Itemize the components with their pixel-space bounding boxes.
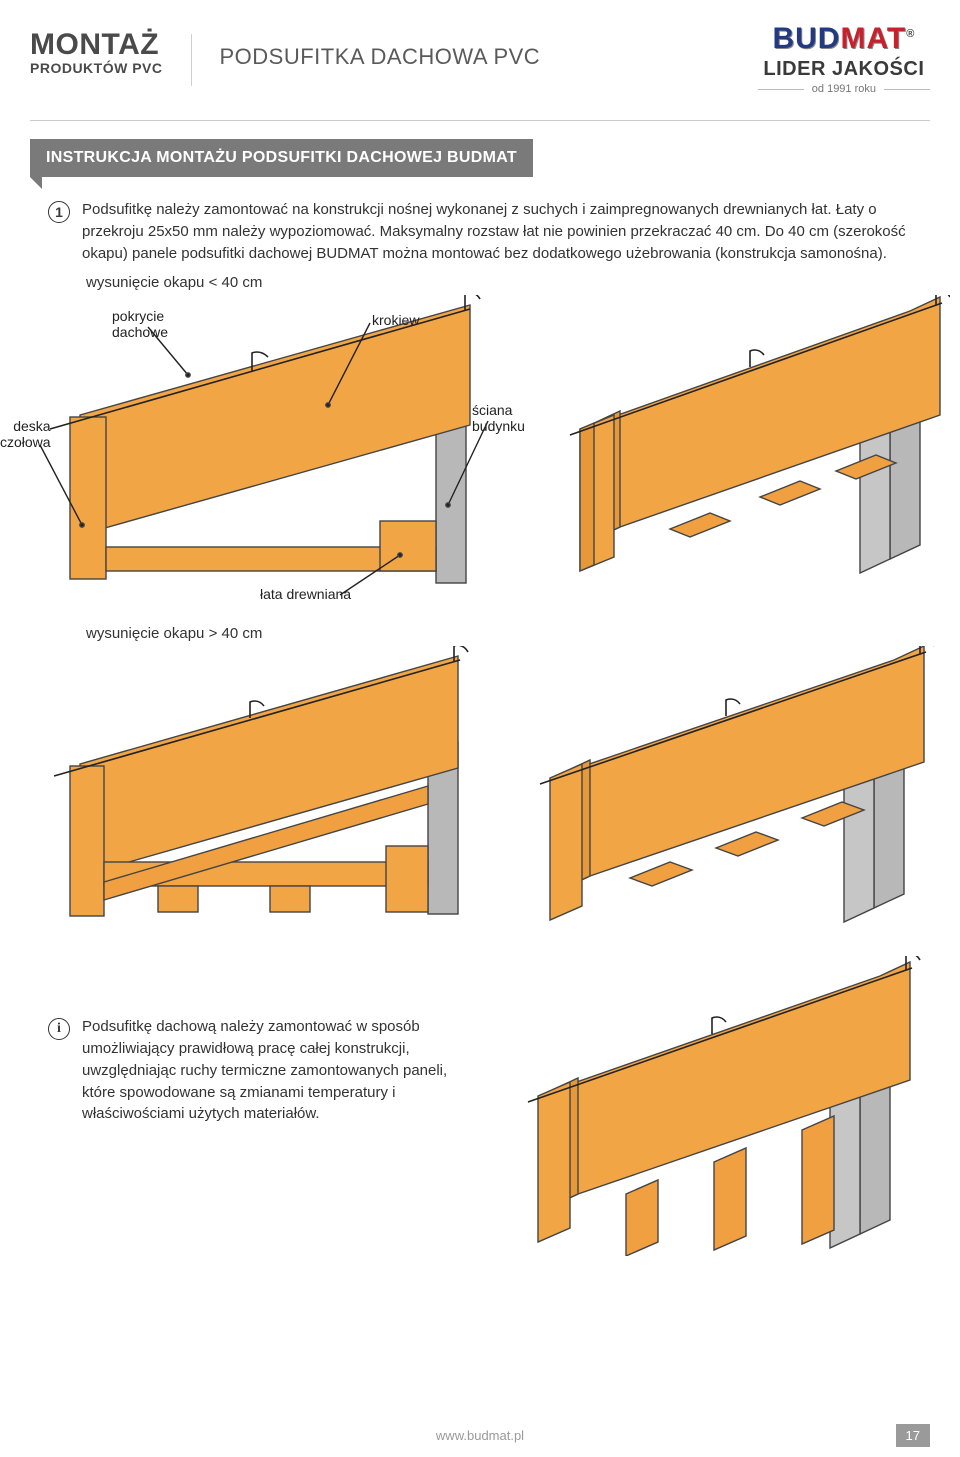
section1-title: wysunięcie okapu < 40 cm xyxy=(86,274,930,291)
brand-since: od 1991 roku xyxy=(812,83,876,95)
info-icon: i xyxy=(48,1018,70,1040)
info-text: Podsufitkę dachową należy zamontować w s… xyxy=(82,1016,482,1256)
header-divider xyxy=(191,34,192,86)
label-sciana: ściana budynku xyxy=(472,403,525,434)
header-rule xyxy=(30,120,930,121)
label-deska: deska czołowa xyxy=(0,419,51,450)
header-subtitle: PRODUKTÓW PVC xyxy=(30,60,163,76)
brand-logo: BUDMAT® xyxy=(758,22,930,56)
step-number-icon: 1 xyxy=(48,201,70,223)
label-pokrycie: pokrycie dachowe xyxy=(112,309,168,340)
diagram-2a xyxy=(30,646,490,926)
logo-registered: ® xyxy=(906,28,915,40)
diagram-2b xyxy=(520,646,940,926)
logo-part1: BUD xyxy=(772,22,840,55)
footer-url: www.budmat.pl xyxy=(0,1428,960,1443)
brand-since-row: od 1991 roku xyxy=(758,83,930,95)
header-product: PODSUFITKA DACHOWA PVC xyxy=(220,28,541,70)
diagram-1a: pokrycie dachowe krokiew deska czołowa ś… xyxy=(0,295,520,605)
page-header: MONTAŻ PRODUKTÓW PVC PODSUFITKA DACHOWA … xyxy=(30,28,930,116)
label-lata: łata drewniana xyxy=(260,587,351,602)
logo-part2: MAT xyxy=(840,22,906,55)
diagram-row-2 xyxy=(30,646,930,926)
header-left: MONTAŻ PRODUKTÓW PVC xyxy=(30,28,163,76)
label-krokiew: krokiew xyxy=(372,313,419,328)
since-line-left xyxy=(758,89,804,90)
diagram-3 xyxy=(508,956,928,1256)
since-line-right xyxy=(884,89,930,90)
section2-title: wysunięcie okapu > 40 cm xyxy=(86,625,930,642)
page-number: 17 xyxy=(896,1424,930,1447)
step-text: Podsufitkę należy zamontować na konstruk… xyxy=(82,199,930,264)
diagram-row-1: pokrycie dachowe krokiew deska czołowa ś… xyxy=(30,295,930,605)
step-1: 1 Podsufitkę należy zamontować na konstr… xyxy=(48,199,930,264)
section-banner: INSTRUKCJA MONTAŻU PODSUFITKI DACHOWEJ B… xyxy=(30,139,930,177)
header-brand: BUDMAT® LIDER JAKOŚCI od 1991 roku xyxy=(758,22,930,95)
info-row: i Podsufitkę dachową należy zamontować w… xyxy=(30,956,930,1256)
info-block: i Podsufitkę dachową należy zamontować w… xyxy=(48,1016,488,1256)
header-title: MONTAŻ xyxy=(30,28,163,62)
brand-tagline: LIDER JAKOŚCI xyxy=(758,58,930,81)
banner-notch xyxy=(30,177,42,189)
diagram-1b xyxy=(550,295,950,575)
banner-text: INSTRUKCJA MONTAŻU PODSUFITKI DACHOWEJ B… xyxy=(30,139,533,177)
